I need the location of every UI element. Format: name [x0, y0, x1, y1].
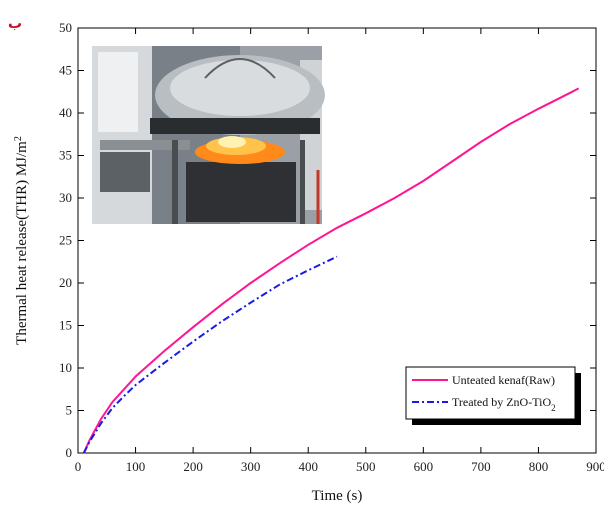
x-tick-label: 300: [241, 459, 261, 474]
x-axis-title: Time (s): [312, 488, 363, 504]
x-tick-label: 700: [471, 459, 491, 474]
y-tick-label: 20: [59, 275, 72, 290]
legend: Unteated kenaf(Raw) Treated by ZnO-TiO2: [405, 366, 581, 425]
legend-label-raw: Unteated kenaf(Raw): [452, 373, 555, 387]
panel-label: ب: [8, 16, 22, 32]
y-axis-title-sup: 2: [13, 136, 24, 141]
x-tick-label: 400: [298, 459, 318, 474]
x-tick-label: 800: [529, 459, 549, 474]
y-tick-label: 10: [59, 360, 72, 375]
series-layer: [82, 87, 580, 454]
y-tick-label: 0: [66, 445, 73, 460]
legend-label-treated-main: Treated by ZnO-TiO: [452, 395, 551, 409]
x-tick-label: 0: [75, 459, 82, 474]
x-tick-label: 500: [356, 459, 376, 474]
y-axis-title: Thermal heat release(THR) MJ/m2: [13, 136, 31, 345]
legend-label-treated: Treated by ZnO-TiO2: [452, 395, 556, 413]
y-tick-label: 40: [59, 105, 72, 120]
x-tick-label: 600: [414, 459, 434, 474]
y-tick-label: 30: [59, 190, 72, 205]
series-line-treated: [82, 255, 338, 454]
y-tick-label: 50: [59, 20, 72, 35]
x-tick-label: 100: [126, 459, 146, 474]
y-tick-label: 5: [66, 403, 73, 418]
y-tick-label: 45: [59, 63, 72, 78]
inset-photo: [92, 46, 325, 224]
series-line-raw: [82, 87, 580, 454]
y-axis-title-main: Thermal heat release(THR) MJ/m: [14, 141, 30, 345]
x-tick-label: 200: [183, 459, 203, 474]
y-tick-label: 35: [59, 148, 72, 163]
y-tick-label: 25: [59, 233, 72, 248]
axis-ticks: 0 100 200 300 400 500 600 700 800 900 0 5 10 15 20 25 30…: [59, 20, 604, 474]
y-tick-label: 15: [59, 318, 72, 333]
x-tick-label: 900: [586, 459, 604, 474]
legend-label-treated-sub: 2: [551, 403, 556, 413]
